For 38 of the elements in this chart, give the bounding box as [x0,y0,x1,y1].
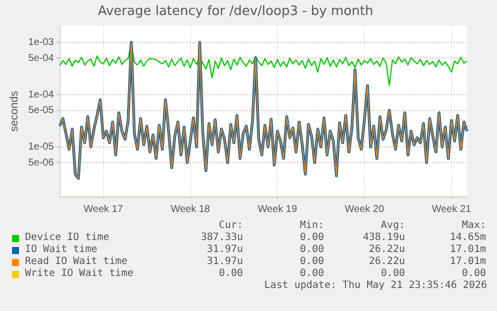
text: 0.00 [298,268,324,280]
text: 31.97u [206,244,243,256]
x-tick-label: Week 20 [344,204,384,215]
y-tick-label: 1e-04 [28,89,54,100]
y-tick-label: 1e-03 [28,37,54,48]
text: 31.97u [206,256,243,268]
text: 14.65m [448,232,486,244]
legend-label: Read IO Wait time [24,256,128,268]
y-axis-title: seconds [8,90,21,132]
text: 17.01m [448,256,486,268]
chart-title: Average latency for /dev/loop3 - by month [98,4,374,20]
text: 0.00 [298,232,324,244]
text: 0.00 [460,268,486,280]
text: Cur: [218,220,243,232]
y-tick-label: 1e-05 [28,142,54,153]
text: Last update: Thu May 21 23:35:46 2026 [263,280,487,292]
text: 0.00 [298,244,324,256]
text: 0.00 [380,268,405,280]
legend-label: IO Wait time [24,244,98,256]
x-tick-label: Week 19 [258,204,298,215]
text: 26.22u [368,244,405,256]
x-tick-label: Week 18 [170,204,210,215]
x-tick-label: Week 17 [84,204,124,215]
y-tick-label: 5e-06 [28,157,54,168]
text: 387.33u [200,232,243,244]
y-tick-label: 5e-04 [28,52,54,64]
text: Avg: [380,220,405,232]
text: 438.19u [362,232,405,244]
text: 26.22u [368,256,405,268]
text: 0.00 [298,256,324,268]
text: 0.00 [218,268,243,280]
text: Max: [460,220,486,232]
text: Min: [298,220,324,232]
legend-label: Write IO Wait time [24,268,134,280]
y-tick-label: 5e-05 [28,105,54,116]
x-tick-label: Week 21 [432,204,472,215]
legend-label: Device IO time [24,232,110,244]
text: 17.01m [448,244,486,256]
